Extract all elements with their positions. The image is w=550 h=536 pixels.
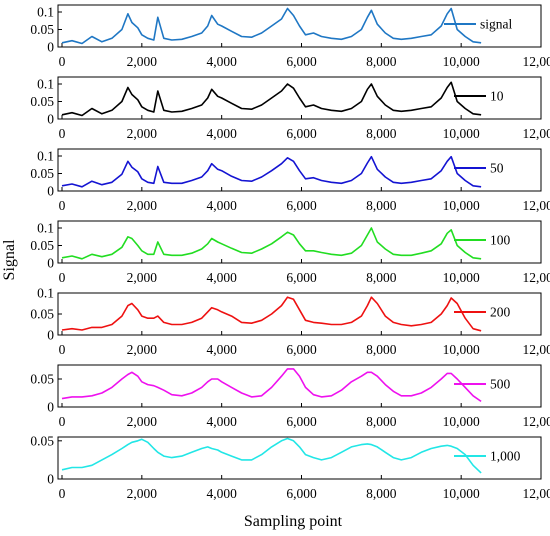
x-tick-label: 4,000 [206,126,237,141]
x-tick-label: 2,000 [127,486,158,501]
x-tick-label: 2,000 [127,270,158,285]
legend-label-5: 500 [490,377,511,392]
legend-label-0: signal [480,17,512,32]
y-tick-label: 0.05 [30,372,54,387]
panel-3: 0 0.05 0.1 0 2,000 4,000 6,000 8,000 10,000 12,00… [30,220,550,285]
panel-frame [57,292,542,336]
x-tick-label: 4,000 [206,486,237,501]
y-tick-label: 0.05 [30,166,54,181]
x-tick-label: 2,000 [127,198,158,213]
panel-frame [57,4,542,48]
y-tick-label: 0.05 [30,94,54,109]
x-tick-label: 6,000 [286,342,317,357]
x-tick-label: 8,000 [366,54,397,69]
y-tick-label: 0 [47,472,54,487]
x-tick-label: 12,000 [522,414,550,429]
x-tick-label: 12,000 [522,54,550,69]
x-tick-label: 6,000 [286,414,317,429]
x-tick-label: 12,000 [522,198,550,213]
x-tick-label: 0 [59,198,66,213]
x-tick-label: 12,000 [522,342,550,357]
x-tick-label: 10,000 [443,198,480,213]
panel-frame [57,436,542,480]
x-tick-label: 8,000 [366,198,397,213]
x-tick-label: 12,000 [522,126,550,141]
y-tick-label: 0 [47,328,54,343]
panel-frame [57,220,542,264]
series-line-1 [61,81,482,117]
x-tick-label: 6,000 [286,486,317,501]
series-line-2 [61,155,482,188]
x-tick-label: 8,000 [366,486,397,501]
x-tick-label: 4,000 [206,54,237,69]
panel-frame [57,148,542,192]
legend-label-6: 1,000 [490,449,521,464]
x-tick-label: 0 [59,486,66,501]
y-tick-label: 0.05 [30,22,54,37]
x-tick-label: 0 [59,342,66,357]
y-tick-label: 0.1 [37,77,54,92]
x-tick-label: 2,000 [127,126,158,141]
y-tick-label: 0 [47,184,54,199]
x-tick-label: 10,000 [443,414,480,429]
x-tick-label: 10,000 [443,270,480,285]
panel-0: 0 0.05 0.1 0 2,000 4,000 6,000 8,000 10,000 12,00… [30,4,550,69]
series-line-3 [61,227,482,260]
x-tick-label: 10,000 [443,486,480,501]
y-axis-title: Signal [1,239,18,280]
x-tick-label: 2,000 [127,54,158,69]
y-tick-label: 0.1 [37,221,54,236]
x-tick-label: 2,000 [127,414,158,429]
series-line-6 [61,437,482,474]
series-line-5 [61,368,482,403]
series-line-4 [61,296,482,332]
x-tick-label: 4,000 [206,198,237,213]
x-tick-label: 12,000 [522,486,550,501]
panel-2: 0 0.05 0.1 0 2,000 4,000 6,000 8,000 10,000 12,00… [30,148,550,213]
x-tick-label: 10,000 [443,342,480,357]
x-tick-label: 6,000 [286,126,317,141]
x-tick-label: 0 [59,54,66,69]
x-tick-label: 8,000 [366,342,397,357]
y-tick-label: 0 [47,256,54,271]
x-tick-label: 8,000 [366,126,397,141]
x-tick-label: 0 [59,126,66,141]
x-tick-label: 6,000 [286,270,317,285]
legend-label-4: 200 [490,305,511,320]
x-tick-label: 0 [59,270,66,285]
x-tick-label: 4,000 [206,270,237,285]
x-tick-label: 8,000 [366,270,397,285]
y-tick-label: 0 [47,400,54,415]
x-tick-label: 4,000 [206,342,237,357]
panel-4: 0 0.05 0.1 0 2,000 4,000 6,000 8,000 10,000 12,00… [30,286,550,358]
x-tick-label: 12,000 [522,270,550,285]
y-tick-label: 0.1 [37,5,54,20]
x-tick-label: 10,000 [443,54,480,69]
panel-frame [57,364,542,408]
x-axis-title: Sampling point [244,513,343,530]
panel-5: 0 0.05 0 2,000 4,000 6,000 8,000 10,000 12,000 50… [30,364,550,429]
panel-frame [57,76,542,120]
legend-label-1: 10 [490,89,504,104]
y-tick-label: 0.05 [30,433,54,448]
y-tick-label: 0.05 [30,238,54,253]
y-tick-label: 0 [47,112,54,127]
x-tick-label: 6,000 [286,54,317,69]
x-tick-label: 8,000 [366,414,397,429]
y-tick-label: 0.1 [37,149,54,164]
y-tick-label: 0.05 [30,307,54,322]
x-tick-label: 10,000 [443,126,480,141]
y-tick-label: 0 [47,40,54,55]
y-tick-label: 0.1 [37,286,54,301]
x-tick-label: 4,000 [206,414,237,429]
x-tick-label: 2,000 [127,342,158,357]
panel-1: 0 0.05 0.1 0 2,000 4,000 6,000 8,000 10,000 12,00… [30,76,550,141]
x-tick-label: 6,000 [286,198,317,213]
x-tick-label: 0 [59,414,66,429]
series-line-0 [61,7,482,45]
legend-label-3: 100 [490,233,511,248]
panel-6: 0 0.05 0 2,000 4,000 6,000 8,000 10,000 12,000 1,… [30,433,550,501]
legend-label-2: 50 [490,161,504,176]
